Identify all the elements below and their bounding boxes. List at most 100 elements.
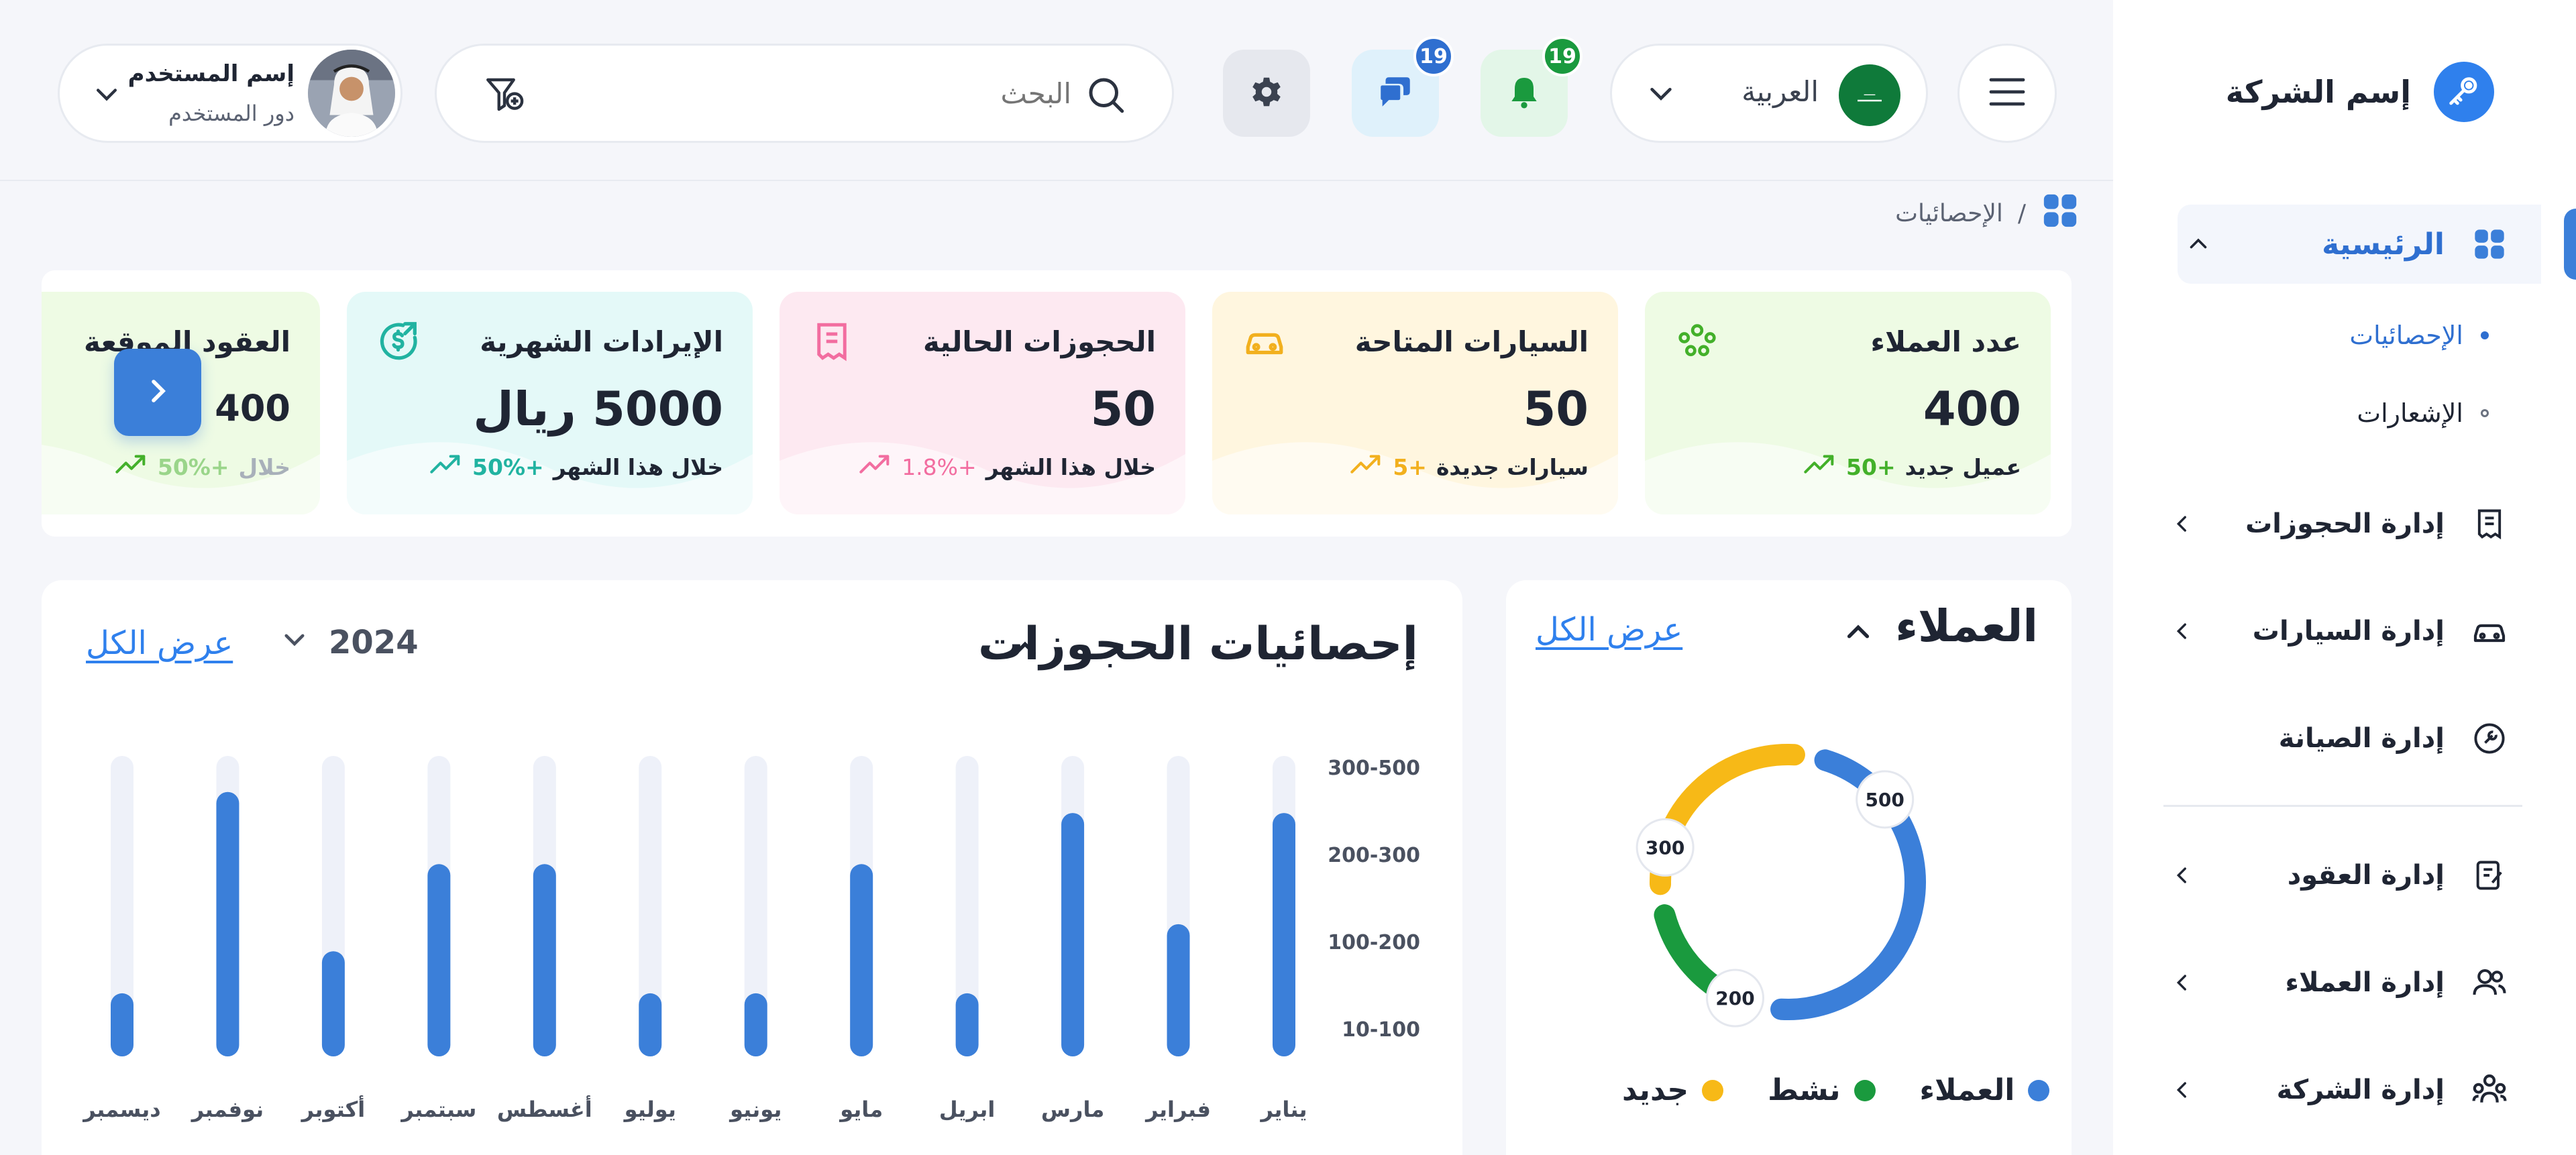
stat-card-contracts[interactable]: العقود الموقعة 400 خلال +50% [42, 292, 320, 514]
stat-value: 5000 ريال [473, 382, 723, 437]
bookings-card: إحصائيات الحجوزات 2024 عرض الكل يناير فبر… [42, 580, 1462, 1155]
bar-11[interactable] [111, 993, 133, 1056]
clients-legend: العملاء نشط جديد [1622, 1073, 2050, 1107]
sidebar-item-contracts[interactable]: إدارة العقود [2152, 845, 2541, 905]
card-wave [780, 442, 1185, 514]
stat-value: 400 [215, 387, 290, 429]
messages-button[interactable]: 19 [1352, 36, 1454, 137]
language-select[interactable]: ــــ العربية [1610, 44, 1928, 143]
bar-0[interactable] [1273, 813, 1295, 1056]
stat-note: خلال هذا الشهر [553, 453, 723, 480]
brand[interactable]: إسم الشركة [2226, 62, 2494, 122]
breadcrumb-separator: / [2017, 200, 2026, 227]
search-bar[interactable] [435, 44, 1174, 143]
bar-5[interactable] [744, 993, 767, 1056]
menu-button[interactable] [1957, 44, 2057, 143]
settings-button[interactable] [1223, 50, 1310, 137]
stat-title: السيارات المتاحة [1354, 325, 1589, 358]
clients-view-all-link[interactable]: عرض الكل [1536, 611, 1683, 649]
bar-1[interactable] [1167, 924, 1190, 1056]
bar-track [639, 756, 662, 1056]
stat-card-bookings[interactable]: الحجوزات الحالية 50 خلال هذا الشهر +1.8% [780, 292, 1185, 514]
chevron-up-icon[interactable] [1006, 630, 1044, 668]
stat-footer: خلال هذا الشهر +50% [429, 453, 723, 481]
bar-10[interactable] [216, 791, 239, 1056]
stat-card-clients[interactable]: عدد العملاء 400 عميل جديد +50 [1645, 292, 2051, 514]
legend-label: جديد [1622, 1073, 1689, 1107]
stat-note: سيارات جديدة [1436, 453, 1589, 480]
stat-delta: +50% [472, 453, 544, 480]
stat-footer: خلال هذا الشهر +1.8% [859, 453, 1156, 481]
breadcrumb-current: الإحصائيات [1895, 200, 2003, 227]
stat-title: الإيرادات الشهرية [480, 325, 723, 358]
y-tick-label: 10-100 [1342, 1018, 1420, 1042]
card-wave [1212, 442, 1618, 514]
sidebar-item-home[interactable]: الرئيسية [2178, 205, 2576, 284]
user-menu[interactable]: إسم المستخدم دور المستخدم [58, 44, 402, 143]
sidebar-item-company[interactable]: إدارة الشركة [2152, 1060, 2541, 1120]
bar-track [744, 756, 767, 1056]
sidebar-subitem-statistics[interactable]: الإحصائيات [2349, 321, 2489, 350]
chevron-left-icon[interactable] [2165, 1073, 2199, 1107]
notifications-button[interactable]: 19 [1481, 36, 1582, 137]
users-group-icon [1672, 316, 1723, 367]
stat-card-cars[interactable]: السيارات المتاحة 50 سيارات جديدة +5 [1212, 292, 1618, 514]
active-indicator [2564, 209, 2576, 280]
bar-4[interactable] [850, 864, 873, 1056]
chevron-left-icon[interactable] [2165, 859, 2199, 892]
sidebar-item-clients[interactable]: إدارة العملاء [2152, 952, 2541, 1013]
sidebar-subitem-notifications[interactable]: الإشعارات [2357, 398, 2489, 428]
chevron-up-icon[interactable] [1839, 614, 1877, 651]
bullet-dot [2481, 331, 2489, 339]
legend-item-active: نشط [1768, 1073, 1876, 1107]
bookings-title: إحصائيات الحجوزات [978, 618, 1418, 671]
company-icon [2469, 1069, 2510, 1111]
filter-icon[interactable] [482, 72, 527, 119]
x-tick-label: أغسطس [497, 1095, 592, 1122]
y-tick-label: 100-200 [1328, 931, 1420, 954]
x-tick-label: فبراير [1144, 1097, 1211, 1122]
breadcrumb-grid-icon[interactable] [2041, 191, 2080, 236]
user-name: إسم المستخدم [127, 60, 294, 87]
trend-up-icon [859, 453, 892, 481]
scroll-cards-button[interactable] [114, 349, 201, 436]
search-input[interactable] [602, 70, 1071, 117]
year-select[interactable]: 2024 [280, 624, 419, 661]
messages-badge: 19 [1413, 36, 1454, 76]
bar-6[interactable] [639, 993, 662, 1056]
chevron-up-icon[interactable] [2182, 227, 2215, 261]
x-tick-label: سبتمبر [400, 1097, 476, 1122]
y-tick-label: 200-300 [1328, 844, 1420, 867]
chevron-left-icon[interactable] [2165, 966, 2199, 999]
chevron-left-icon[interactable] [2165, 614, 2199, 648]
stat-delta: +1.8% [902, 453, 977, 480]
x-tick-label: يوليو [623, 1097, 676, 1122]
chevron-left-icon[interactable] [2165, 507, 2199, 541]
bookings-bar-chart: يناير فبراير مارس ابريل مايو يونيو يوليو أغسطس س… [82, 756, 1420, 1122]
bar-2[interactable] [1061, 813, 1085, 1056]
sidebar-item-label: إدارة العقود [2287, 860, 2445, 891]
sidebar-item-home-row[interactable]: الرئيسية [2178, 214, 2541, 274]
bar-8[interactable] [427, 864, 451, 1056]
bar-7[interactable] [533, 864, 556, 1056]
grid-icon [2469, 223, 2510, 265]
bar-3[interactable] [955, 993, 979, 1056]
users-icon [2469, 962, 2510, 1003]
saudi-flag-icon: ــــ [1839, 64, 1900, 126]
car-icon [2469, 610, 2510, 652]
x-tick-label: ابريل [939, 1097, 995, 1122]
sidebar-item-maintenance[interactable]: إدارة الصيانة [2152, 708, 2541, 769]
sidebar-item-bookings[interactable]: إدارة الحجوزات [2152, 494, 2541, 554]
sidebar-item-cars[interactable]: إدارة السيارات [2152, 601, 2541, 661]
stat-card-revenue[interactable]: الإيرادات الشهرية 5000 ريال خلال هذا الش… [347, 292, 753, 514]
bell-icon [1505, 73, 1543, 113]
bar-9[interactable] [321, 951, 345, 1056]
legend-item-new: جديد [1622, 1073, 1724, 1107]
avatar [308, 50, 395, 137]
chat-icon [1376, 72, 1415, 114]
stat-delta: +50% [157, 453, 229, 480]
bookings-view-all-link[interactable]: عرض الكل [86, 624, 233, 662]
donut-value-label: 200 [1715, 987, 1754, 1009]
divider [2163, 805, 2522, 807]
y-tick-label: 300-500 [1328, 757, 1420, 780]
